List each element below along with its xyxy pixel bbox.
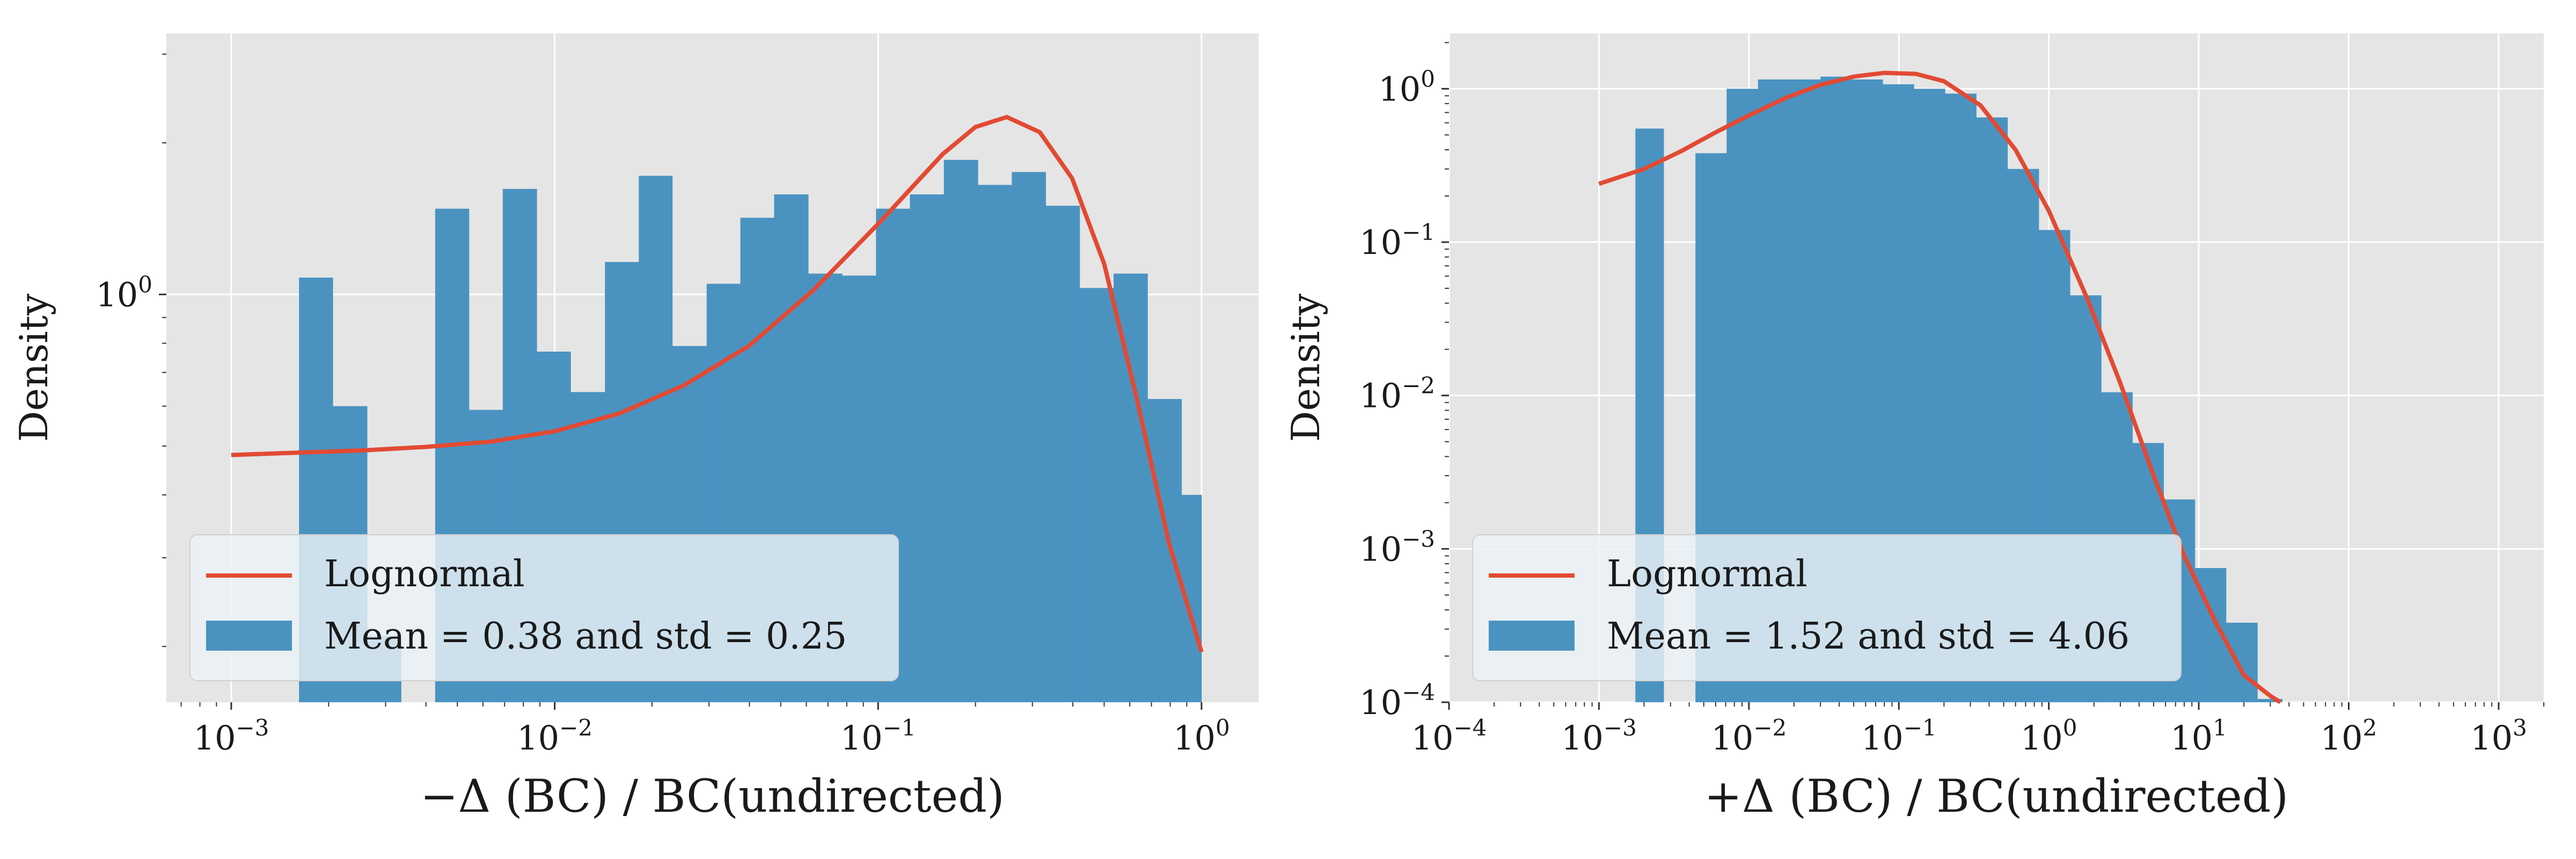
x-tick-label: 10−3 (1561, 715, 1637, 758)
legend-label-stats: Mean = 1.52 and std = 4.06 (1607, 615, 2129, 658)
lognormal-fit-line (231, 115, 1204, 653)
y-tick-label: 100 (1378, 65, 1435, 108)
x-tick-label: 100 (1173, 715, 1230, 758)
histogram-bar (1079, 288, 1114, 702)
legend-patch-swatch (206, 621, 292, 651)
x-tick-label: 10−1 (840, 715, 916, 758)
legend-box (189, 534, 899, 681)
right-histogram-panel: 10−4 10−3 10−2 10−1 100 101 102 103 10−4 10−3 10−2… (1283, 33, 2544, 822)
histogram-bar (910, 194, 945, 702)
y-tick-label: 10−1 (1359, 219, 1435, 262)
axis-ticks: 10−4 10−3 10−2 10−1 100 101 102 103 10−4 10−3 10−2… (1359, 42, 2544, 758)
histogram-bar (1045, 206, 1080, 703)
x-tick-label: 100 (2021, 715, 2077, 758)
histogram-bar (1147, 399, 1182, 702)
legend: Lognormal Mean = 1.52 and std = 4.06 (1472, 534, 2182, 681)
y-axis-label: Density (11, 294, 56, 442)
y-tick-label: 10−3 (1359, 526, 1435, 569)
x-tick-label: 10−1 (1861, 715, 1937, 758)
histogram-bar (943, 159, 978, 702)
legend-label-fit: Lognormal (324, 553, 525, 595)
x-tick-label: 10−3 (194, 715, 269, 758)
lognormal-fit-line (1598, 70, 2282, 704)
x-tick-label: 101 (2170, 715, 2227, 758)
x-tick-label: 10−2 (1711, 715, 1787, 758)
legend-label-stats: Mean = 0.38 and std = 0.25 (324, 615, 847, 658)
x-tick-label: 102 (2321, 715, 2377, 758)
left-histogram-panel: 10−3 10−2 10−1 100 100 −Δ (BC) / BC(undirecte… (11, 33, 1258, 822)
x-axis-label: +Δ (BC) / BC(undirected) (1704, 770, 2289, 822)
y-axis-label: Density (1283, 294, 1328, 442)
y-tick-label: 10−2 (1359, 373, 1435, 416)
x-tick-label: 10−2 (517, 715, 592, 758)
histogram-bar (2257, 698, 2283, 702)
axis-ticks: 10−3 10−2 10−1 100 100 (96, 53, 1230, 758)
x-tick-label: 103 (2470, 715, 2527, 758)
x-tick-label: 10−4 (1411, 715, 1487, 758)
legend: Lognormal Mean = 0.38 and std = 0.25 (189, 534, 899, 681)
legend-patch-swatch (1489, 621, 1575, 651)
x-axis-label: −Δ (BC) / BC(undirected) (420, 770, 1005, 822)
legend-box (1472, 534, 2182, 681)
y-tick-label: 100 (96, 271, 152, 314)
y-tick-label: 10−4 (1359, 679, 1435, 722)
histogram-bar (1114, 273, 1148, 703)
legend-label-fit: Lognormal (1607, 553, 1807, 595)
histogram-bar (2226, 622, 2258, 702)
histogram-bar (978, 185, 1012, 702)
histogram-bar (1012, 172, 1046, 702)
